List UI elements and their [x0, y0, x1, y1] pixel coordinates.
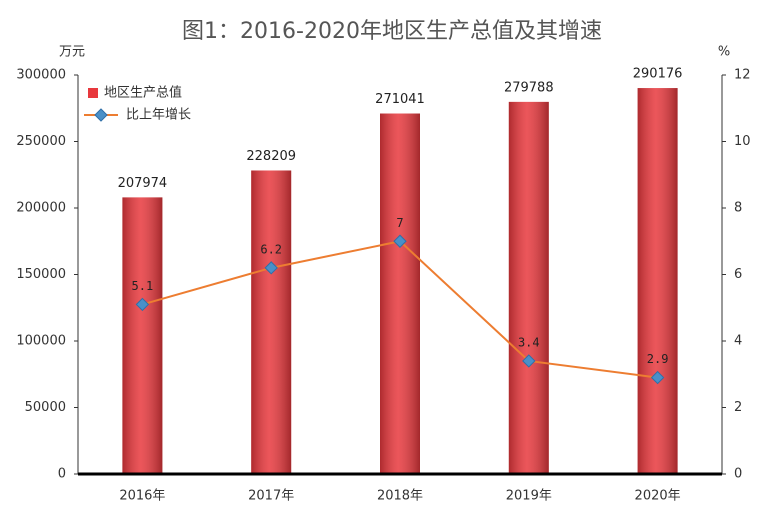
line-value-label: 6.2: [260, 242, 282, 256]
line-value-label: 3.4: [518, 335, 540, 349]
y2-tick-label: 4: [734, 334, 742, 349]
y2-tick-label: 10: [734, 134, 751, 149]
legend-swatch: [88, 88, 98, 98]
y2-axis-unit: %: [718, 45, 730, 60]
legend-label: 地区生产总值: [104, 85, 182, 101]
line-marker: [522, 354, 536, 368]
bar-shade: [508, 101, 549, 474]
line-value-label: 7: [396, 216, 403, 230]
legend-marker: [94, 108, 108, 122]
bar-value-label: 271041: [375, 92, 425, 107]
line-marker: [264, 261, 278, 275]
bar-value-label: 279788: [504, 80, 554, 95]
y-tick-label: 0: [58, 467, 66, 482]
chart-title: 图1：2016-2020年地区生产总值及其增速: [182, 19, 602, 44]
bar-value-label: 228209: [246, 149, 296, 164]
bar-value-label: 207974: [118, 176, 168, 191]
line-value-label: 5.1: [132, 279, 154, 293]
x-tick-label: 2018年: [377, 489, 423, 504]
bar-shade: [380, 113, 420, 474]
y-axis-unit: 万元: [59, 45, 85, 60]
y2-tick-label: 6: [734, 267, 742, 282]
y-tick-label: 250000: [16, 134, 66, 149]
y-tick-label: 150000: [16, 267, 66, 282]
bar-shade: [122, 197, 163, 474]
line-marker: [135, 297, 150, 312]
bar-shade: [251, 170, 292, 474]
line-value-label: 2.9: [647, 352, 669, 366]
y2-tick-label: 0: [734, 467, 742, 482]
y-tick-label: 300000: [16, 68, 66, 83]
x-tick-label: 2016年: [119, 489, 165, 504]
y-tick-label: 50000: [25, 400, 66, 415]
bar-shade: [637, 88, 678, 474]
y-tick-label: 100000: [16, 334, 66, 349]
y-tick-label: 200000: [16, 201, 66, 216]
x-tick-label: 2017年: [248, 489, 294, 504]
x-tick-label: 2019年: [506, 489, 552, 504]
y2-tick-label: 2: [734, 400, 742, 415]
legend-label: 比上年增长: [126, 108, 191, 123]
bar-value-label: 290176: [633, 67, 683, 82]
line-marker: [393, 234, 407, 248]
y2-tick-label: 8: [734, 201, 742, 216]
x-tick-label: 2020年: [635, 489, 681, 504]
line-marker: [650, 370, 665, 385]
y2-tick-label: 12: [734, 68, 751, 83]
